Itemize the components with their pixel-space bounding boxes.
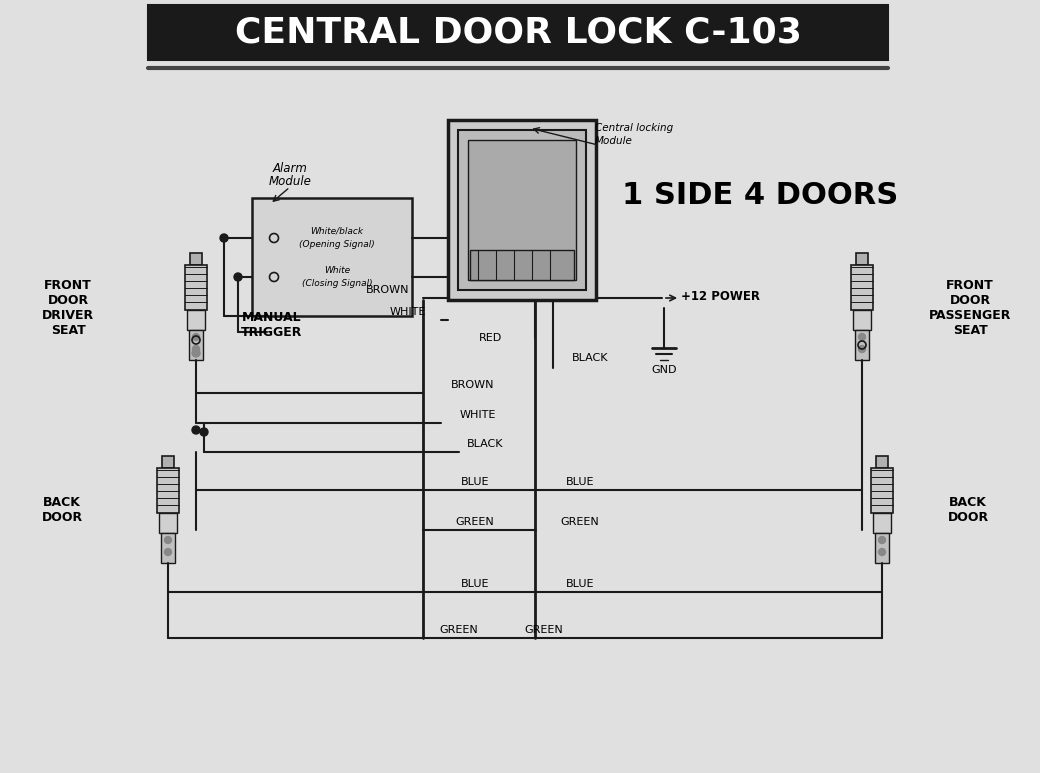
Text: FRONT
DOOR
DRIVER
SEAT: FRONT DOOR DRIVER SEAT bbox=[42, 279, 94, 337]
Circle shape bbox=[234, 273, 242, 281]
Bar bbox=[873, 513, 891, 533]
Text: WHITE: WHITE bbox=[390, 307, 426, 317]
Bar bbox=[470, 250, 574, 280]
Circle shape bbox=[858, 346, 865, 352]
Text: (Closing Signal): (Closing Signal) bbox=[302, 278, 372, 288]
Text: BACK
DOOR: BACK DOOR bbox=[42, 496, 82, 524]
Text: 1 SIDE 4 DOORS: 1 SIDE 4 DOORS bbox=[622, 181, 899, 209]
Bar bbox=[187, 310, 205, 330]
Text: BLUE: BLUE bbox=[566, 579, 594, 589]
Bar bbox=[189, 330, 203, 360]
Circle shape bbox=[200, 428, 208, 436]
Circle shape bbox=[192, 349, 200, 357]
Text: WHITE: WHITE bbox=[460, 410, 496, 420]
Bar bbox=[468, 140, 576, 280]
Text: BLACK: BLACK bbox=[572, 353, 608, 363]
Text: GREEN: GREEN bbox=[524, 625, 564, 635]
Text: BROWN: BROWN bbox=[366, 285, 410, 295]
Text: BLUE: BLUE bbox=[461, 477, 489, 487]
Text: +12 POWER: +12 POWER bbox=[680, 290, 759, 302]
Bar bbox=[185, 265, 207, 310]
Bar bbox=[448, 120, 596, 300]
Text: BROWN: BROWN bbox=[451, 380, 495, 390]
Text: BLUE: BLUE bbox=[461, 579, 489, 589]
Circle shape bbox=[879, 549, 885, 556]
Text: Module: Module bbox=[268, 175, 311, 188]
Text: MANUAL
TRIGGER: MANUAL TRIGGER bbox=[241, 311, 303, 339]
Circle shape bbox=[879, 536, 885, 543]
Circle shape bbox=[192, 346, 200, 352]
Circle shape bbox=[192, 426, 200, 434]
Text: White: White bbox=[323, 265, 350, 274]
Circle shape bbox=[858, 333, 865, 340]
Text: GREEN: GREEN bbox=[456, 517, 494, 527]
Bar bbox=[458, 130, 586, 290]
Text: Alarm: Alarm bbox=[272, 162, 308, 175]
Bar bbox=[855, 330, 869, 360]
Text: GREEN: GREEN bbox=[440, 625, 478, 635]
Bar bbox=[872, 468, 893, 513]
Text: BACK
DOOR: BACK DOOR bbox=[947, 496, 989, 524]
Text: GREEN: GREEN bbox=[561, 517, 599, 527]
Bar bbox=[157, 468, 179, 513]
Text: BLACK: BLACK bbox=[467, 439, 503, 449]
Bar bbox=[853, 310, 872, 330]
Circle shape bbox=[192, 333, 200, 340]
Circle shape bbox=[164, 549, 172, 556]
Bar bbox=[856, 253, 868, 265]
Bar bbox=[159, 513, 177, 533]
Text: CENTRAL DOOR LOCK C-103: CENTRAL DOOR LOCK C-103 bbox=[235, 15, 802, 49]
Bar bbox=[161, 533, 175, 563]
Text: BLUE: BLUE bbox=[566, 477, 594, 487]
Bar bbox=[148, 5, 888, 60]
Text: Module: Module bbox=[595, 136, 633, 146]
Circle shape bbox=[164, 536, 172, 543]
Text: RED: RED bbox=[478, 333, 501, 343]
Bar bbox=[252, 198, 412, 316]
Circle shape bbox=[220, 234, 228, 242]
Text: (Opening Signal): (Opening Signal) bbox=[300, 240, 374, 248]
Text: White/black: White/black bbox=[310, 226, 364, 236]
Text: GND: GND bbox=[651, 365, 677, 375]
Bar bbox=[162, 456, 174, 468]
Bar bbox=[876, 456, 888, 468]
Bar bbox=[190, 253, 202, 265]
Text: FRONT
DOOR
PASSENGER
SEAT: FRONT DOOR PASSENGER SEAT bbox=[929, 279, 1011, 337]
Text: Central locking: Central locking bbox=[595, 123, 673, 133]
Bar bbox=[851, 265, 873, 310]
Bar bbox=[875, 533, 889, 563]
